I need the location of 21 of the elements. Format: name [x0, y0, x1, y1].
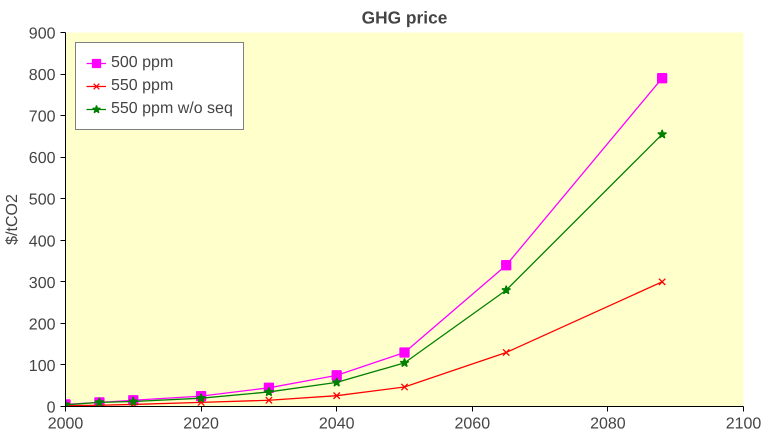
y-tick-label: 0: [46, 400, 56, 416]
x-tick-label: 2080: [590, 416, 626, 432]
x-tick-label: 2040: [318, 416, 355, 432]
y-tick-label: 300: [28, 274, 56, 292]
y-tick-label: 200: [28, 316, 56, 334]
y-axis-title: $/tCO2: [4, 194, 21, 245]
x-tick-label: 2000: [48, 416, 84, 432]
y-tick-label: 400: [28, 233, 56, 250]
legend-label: 550 ppm: [111, 77, 174, 95]
x-tick-label: 2060: [454, 416, 490, 432]
y-tick-label: 800: [28, 67, 56, 84]
y-tick-label: 600: [28, 150, 56, 168]
x-tick-label: 2020: [183, 416, 219, 432]
x-tick-label: 2100: [726, 416, 762, 432]
y-tick-label: 700: [28, 108, 56, 126]
legend-label: 550 ppm w/o seq: [111, 100, 233, 118]
y-tick-label: 900: [28, 26, 56, 42]
legend-label: 500 ppm: [111, 54, 174, 72]
chart-title: GHG price: [362, 8, 448, 28]
y-tick-label: 500: [28, 192, 56, 209]
y-tick-label: 100: [28, 358, 56, 375]
